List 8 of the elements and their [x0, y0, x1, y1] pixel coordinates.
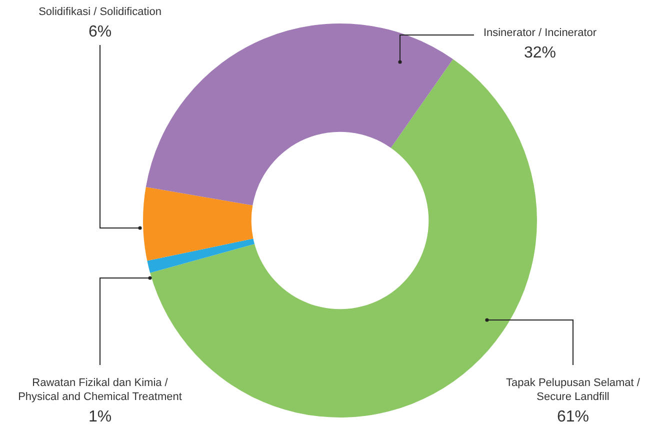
data-label: 61%	[556, 408, 590, 426]
slice-label: Tapak Pelupusan Selamat / Secure Landfill	[506, 377, 641, 404]
data-label: 32%	[524, 44, 556, 62]
slice-label: Solidifikasi / Solidification	[38, 6, 162, 18]
data-label: 1%	[88, 408, 112, 426]
slice-label: Insinerator / Incinerator	[483, 27, 597, 40]
slice-label: Rawatan Fizikal dan Kimia / Physical and Chemical Treatment	[18, 377, 182, 404]
data-label: 6%	[88, 23, 112, 40]
